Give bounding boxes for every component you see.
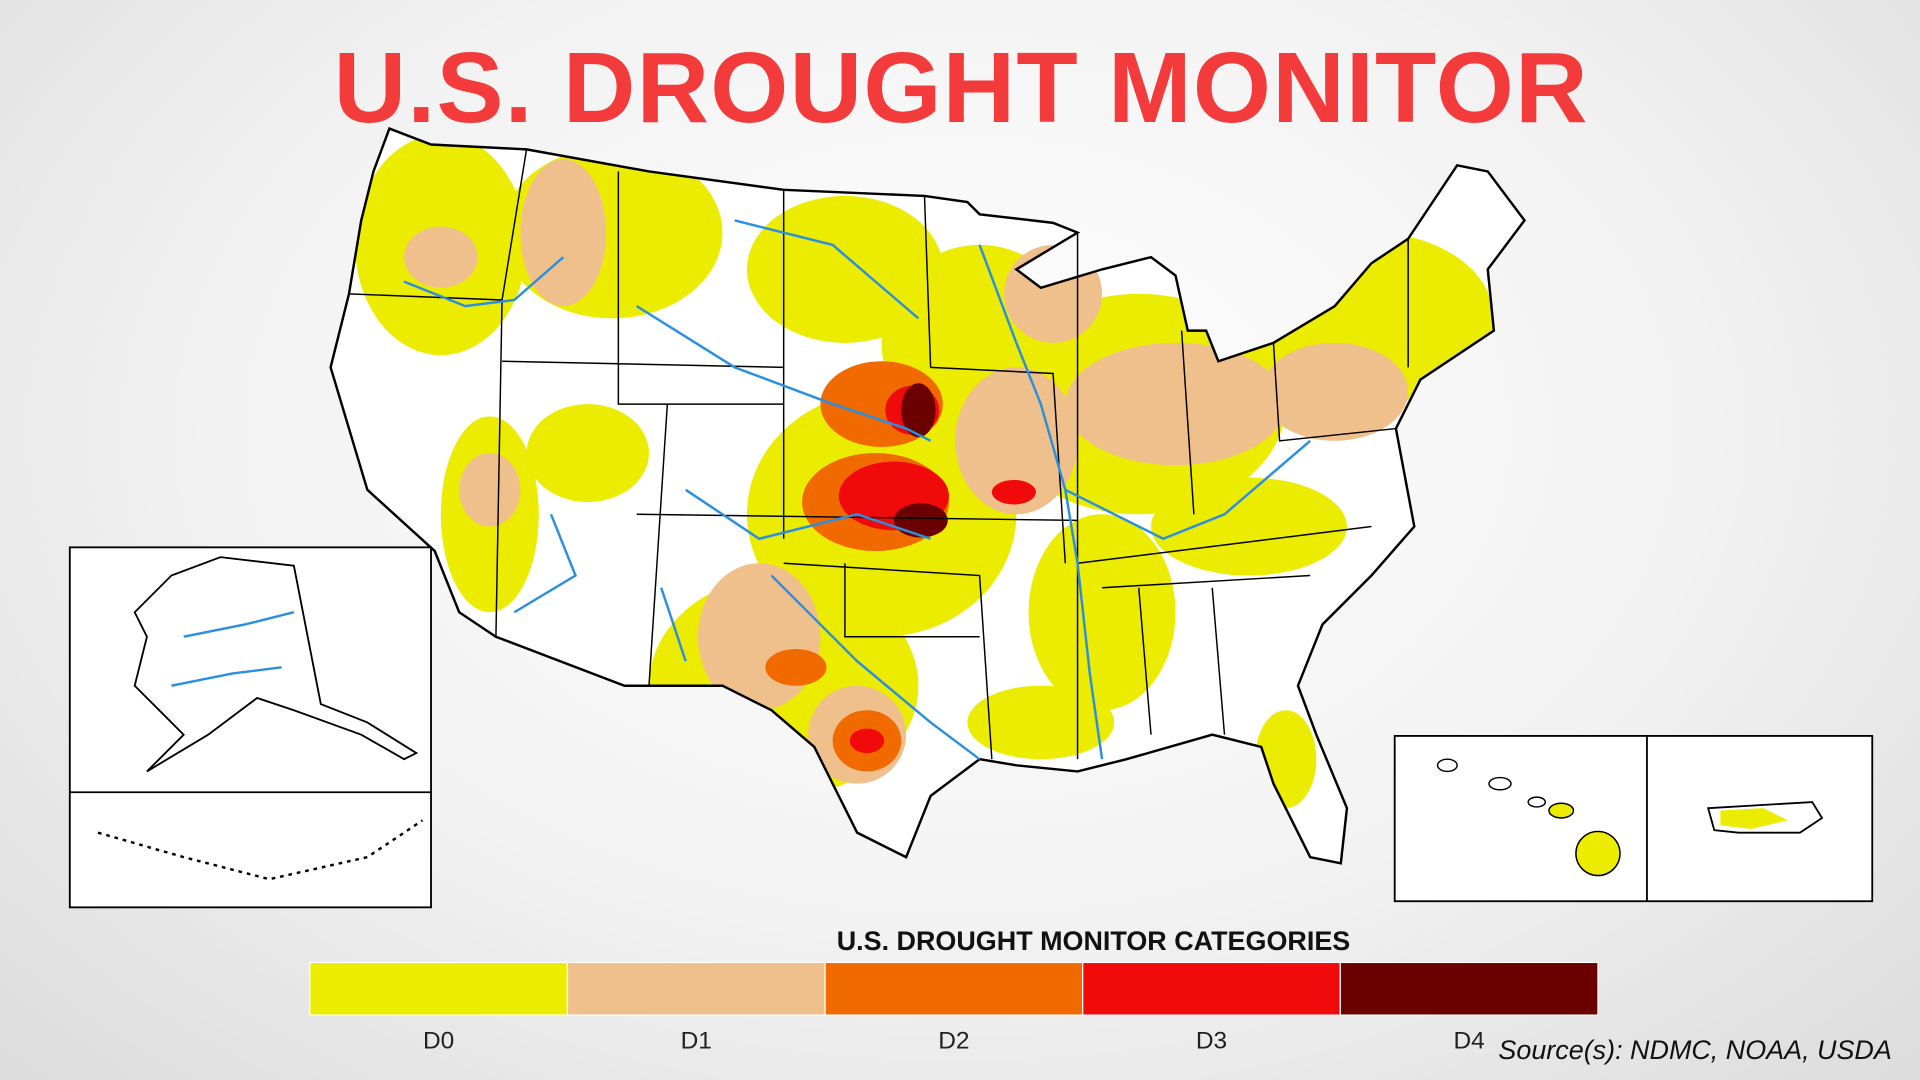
legend-swatch xyxy=(1082,961,1341,1016)
islands-inset xyxy=(1393,735,1874,903)
legend-label: D3 xyxy=(1196,1028,1227,1055)
legend-swatch xyxy=(1339,961,1599,1016)
legend-label: D2 xyxy=(938,1028,969,1055)
hawaii xyxy=(1436,758,1621,877)
drought-area xyxy=(404,226,478,288)
source: Source(s): NDMC, NOAA, USDA xyxy=(1498,1035,1891,1065)
legend-label: D1 xyxy=(681,1028,712,1055)
drought-area xyxy=(520,159,607,307)
island xyxy=(1436,758,1458,773)
drought-area xyxy=(1004,244,1103,343)
drought-area xyxy=(849,728,885,754)
legend-title: U.S. DROUGHT MONITOR CATEGORIES xyxy=(837,926,1351,956)
drought-area xyxy=(1720,808,1788,829)
drought-area xyxy=(1065,342,1286,466)
drought-area xyxy=(526,404,649,503)
drought-area xyxy=(1151,477,1347,576)
legend-label: D0 xyxy=(423,1028,454,1055)
drought-area xyxy=(893,503,948,538)
state-lines xyxy=(329,126,1527,865)
us-outline xyxy=(329,126,1527,865)
alaska-rivers xyxy=(171,611,295,687)
island xyxy=(1575,830,1621,877)
alaska xyxy=(133,556,419,773)
legend-swatch xyxy=(824,961,1084,1016)
drought-area xyxy=(901,383,936,438)
drought-area xyxy=(955,367,1078,515)
drought-area xyxy=(459,453,521,527)
drought-area xyxy=(991,480,1036,505)
island xyxy=(1488,776,1512,791)
drought-area xyxy=(697,563,821,711)
island xyxy=(1548,802,1575,819)
legend: D0 D1 D2 D3 D4 xyxy=(309,961,1599,1055)
island xyxy=(1527,796,1547,808)
aleutians xyxy=(97,819,424,881)
drought-area xyxy=(1261,342,1409,441)
legend-label: D4 xyxy=(1454,1028,1485,1055)
legend-swatch xyxy=(309,961,569,1016)
title: U.S. DROUGHT MONITOR xyxy=(334,32,1589,144)
drought-area xyxy=(765,648,827,686)
legend-swatch xyxy=(566,961,826,1016)
drought-area xyxy=(1028,514,1176,711)
rivers xyxy=(403,219,1312,761)
